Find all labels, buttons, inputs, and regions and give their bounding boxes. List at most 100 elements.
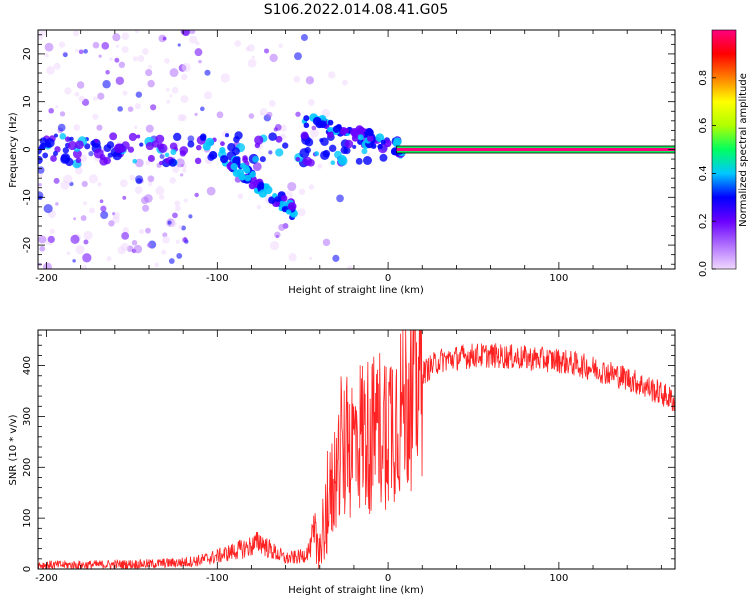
spectrogram-noise-point xyxy=(75,245,85,255)
spectrogram-band-point xyxy=(361,148,368,155)
spectrogram-noise-point xyxy=(204,69,211,76)
spectrogram-noise-point xyxy=(180,163,184,168)
spectrogram-noise-point xyxy=(78,49,84,55)
spectrogram-noise-point xyxy=(332,254,340,262)
snr-ticks: -200 -100 0 100 0 100 200 300 400 xyxy=(22,330,675,584)
spectrogram-noise-point xyxy=(172,212,178,219)
spectrogram-noise-point xyxy=(251,55,255,60)
spectrogram-band-point xyxy=(69,136,74,142)
snr-panel: -200 -100 0 100 0 100 200 300 400 Height of stra… xyxy=(8,329,676,596)
spectrogram-noise-point xyxy=(92,113,99,120)
spectrogram-noise-point xyxy=(169,68,179,78)
snr-frame xyxy=(37,329,676,570)
snr-y-tick-label: 100 xyxy=(22,509,33,528)
spectrogram-noise-point xyxy=(308,184,315,190)
spectrogram-noise-point xyxy=(247,58,257,68)
spectrogram-branch-point xyxy=(232,156,241,166)
spectrogram-noise-point xyxy=(166,87,170,92)
colorbar-tick-label: 0.6 xyxy=(698,118,709,134)
spectrogram-band-point xyxy=(155,134,165,144)
snr-marks xyxy=(38,330,675,569)
snr-x-tick-label: 100 xyxy=(549,573,568,584)
spectrogram-noise-point xyxy=(58,41,66,48)
spectrogram-noise-point xyxy=(100,211,109,220)
spectrogram-band-point xyxy=(109,132,118,141)
spectrogram-band-point xyxy=(158,160,164,166)
snr-x-tick-label: -200 xyxy=(35,573,58,584)
spectrogram-noise-point xyxy=(167,220,172,225)
spectrogram-band-point xyxy=(299,148,310,159)
spectrogram-x-tick-label: -100 xyxy=(206,273,229,284)
spectrogram-branch-point xyxy=(280,194,288,202)
spectrogram-noise-point xyxy=(83,239,89,245)
snr-x-label: Height of straight line (km) xyxy=(288,585,424,596)
spectrogram-noise-point xyxy=(176,253,183,259)
spectrogram-noise-point xyxy=(293,75,301,83)
spectrogram-noise-point xyxy=(127,106,134,112)
spectrogram-band-point xyxy=(99,157,108,166)
spectrogram-noise-point xyxy=(220,73,230,83)
spectrogram-noise-point xyxy=(297,208,306,217)
spectrogram-x-tick-label: -200 xyxy=(35,273,58,284)
snr-x-tick-label: 0 xyxy=(385,573,391,584)
spectrogram-band-point xyxy=(355,157,363,165)
spectrogram-noise-point xyxy=(169,94,173,98)
spectrogram-noise-point xyxy=(146,242,152,248)
chart-title: S106.2022.014.08.41.G05 xyxy=(264,2,449,18)
spectrogram-noise-point xyxy=(266,111,273,118)
spectrogram-band-point xyxy=(344,139,354,149)
spectrogram-x-label: Height of straight line (km) xyxy=(288,285,424,296)
spectrogram-noise-point xyxy=(97,92,105,100)
spectrogram-band-point xyxy=(379,153,388,162)
spectrogram-noise-point xyxy=(342,79,348,86)
spectrogram-band-point xyxy=(232,147,240,156)
spectrogram-noise-point xyxy=(44,42,54,52)
spectrogram-noise-point xyxy=(200,106,205,112)
spectrogram-branch-point xyxy=(281,206,288,213)
spectrogram-noise-point xyxy=(74,166,83,175)
spectrogram-band-point xyxy=(194,157,202,165)
spectrogram-band-point xyxy=(363,155,372,165)
spectrogram-branch-point xyxy=(244,174,252,182)
spectrogram-noise-point xyxy=(55,105,59,109)
spectrogram-noise-point xyxy=(145,160,151,166)
spectrogram-band-point xyxy=(340,146,349,155)
spectrogram-band-point xyxy=(252,155,259,163)
spectrogram-noise-point xyxy=(93,96,98,101)
spectrogram-band-point xyxy=(320,150,330,160)
spectrogram-band-point xyxy=(38,146,42,155)
spectrogram-band-point xyxy=(112,150,122,161)
spectrogram-band-point xyxy=(45,138,55,148)
spectrogram-band-point xyxy=(330,160,336,166)
spectrogram-noise-point xyxy=(180,173,184,177)
spectrogram-band-point xyxy=(268,132,277,141)
spectrogram-noise-point xyxy=(115,44,120,48)
spectrogram-noise-point xyxy=(135,175,144,184)
spectrogram-band-point xyxy=(50,155,57,162)
spectrogram-noise-point xyxy=(133,244,143,254)
spectrogram-noise-point xyxy=(135,158,144,168)
spectrogram-band-point xyxy=(119,145,127,153)
snr-y-tick-label: 200 xyxy=(22,458,33,477)
spectrogram-noise-point xyxy=(295,111,301,117)
spectrogram-noise-point xyxy=(112,212,120,220)
spectrogram-noise-point xyxy=(268,150,273,155)
spectrogram-noise-point xyxy=(294,52,302,61)
spectrogram-noise-point xyxy=(70,234,80,244)
spectrogram-noise-point xyxy=(252,162,262,171)
spectrogram-band-point xyxy=(147,154,155,163)
snr-x-tick-label: -100 xyxy=(206,573,229,584)
spectrogram-band-point xyxy=(320,137,329,147)
spectrogram-noise-point xyxy=(155,186,165,196)
spectrogram-noise-point xyxy=(347,265,354,269)
spectrogram-noise-point xyxy=(97,182,102,187)
spectrogram-noise-point xyxy=(82,265,87,269)
spectrogram-noise-point xyxy=(106,256,112,262)
spectrogram-noise-point xyxy=(88,174,99,184)
spectrogram-noise-point xyxy=(120,242,129,252)
spectrogram-noise-point xyxy=(162,36,167,41)
spectrogram-noise-point xyxy=(164,58,170,64)
spectrogram-band-point xyxy=(39,137,47,145)
